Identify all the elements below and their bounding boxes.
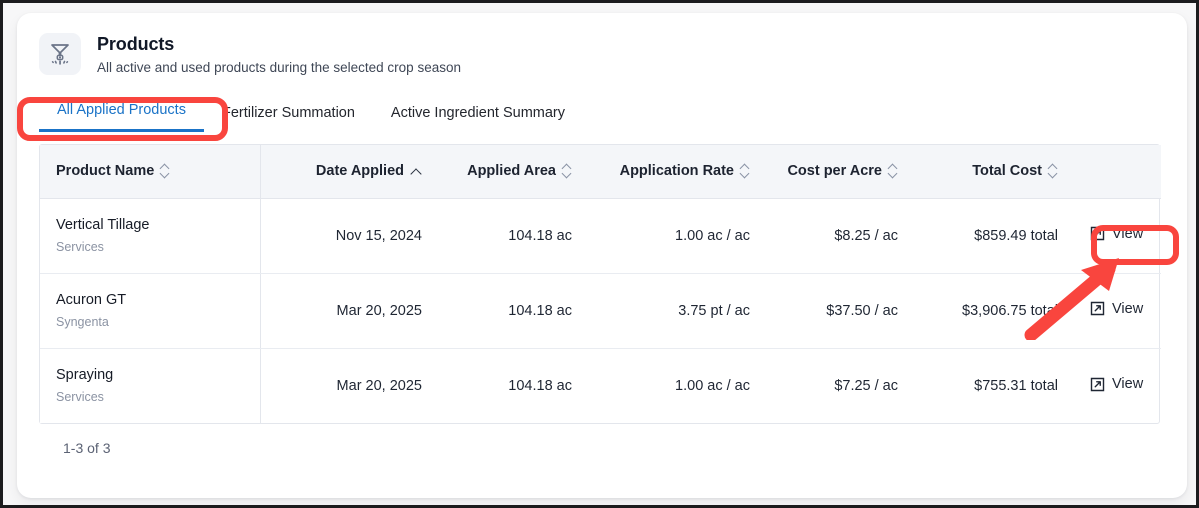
column-header-cost-per-acre-label: Cost per Acre (787, 163, 882, 180)
column-header-total-cost-label: Total Cost (972, 163, 1042, 180)
cell-action: View (1074, 198, 1161, 274)
view-button[interactable]: View (1090, 376, 1143, 392)
cell-date-applied: Nov 15, 2024 (260, 198, 438, 274)
sort-both-icon[interactable] (563, 164, 572, 178)
view-button[interactable]: View (1090, 226, 1143, 242)
cell-date-applied: Mar 20, 2025 (260, 273, 438, 349)
column-header-date-applied-label: Date Applied (315, 163, 404, 180)
sort-both-icon[interactable] (889, 164, 898, 178)
table-row[interactable]: Acuron GT Syngenta Mar 20, 2025 104.18 a… (40, 273, 1161, 349)
card-header: Products All active and used products du… (17, 13, 1187, 78)
cell-applied-area: 104.18 ac (508, 377, 572, 394)
sort-both-icon[interactable] (741, 164, 750, 178)
table-row[interactable]: Spraying Services Mar 20, 2025 104.18 ac… (40, 348, 1161, 423)
sprayer-nozzle-icon (39, 33, 81, 75)
cell-total-cost: $859.49 total (914, 198, 1074, 274)
product-manufacturer-label: Services (56, 390, 104, 405)
cell-cost-per-acre: $37.50 / ac (766, 273, 914, 349)
cell-date-applied: Mar 20, 2025 (336, 377, 422, 394)
tab-bar: All Applied Products Fertilizer Summatio… (17, 96, 1187, 132)
cell-product-name: Acuron GT Syngenta (40, 273, 261, 349)
view-button-label: View (1112, 225, 1144, 242)
cell-applied-area: 104.18 ac (438, 198, 588, 274)
table-header: Product Name Date Applied (40, 145, 1161, 199)
products-table: Product Name Date Applied (40, 145, 1161, 423)
sort-both-icon[interactable] (1049, 164, 1058, 178)
cell-application-rate: 1.00 ac / ac (675, 377, 750, 394)
external-link-icon (1090, 302, 1105, 316)
product-name-label: Spraying (56, 367, 114, 384)
tab-active-ingredient-summary[interactable]: Active Ingredient Summary (390, 105, 565, 121)
external-link-icon (1090, 377, 1105, 391)
column-header-applied-area-label: Applied Area (467, 163, 556, 180)
external-link-icon (1090, 227, 1105, 241)
cell-total-cost: $755.31 total (974, 377, 1058, 394)
product-manufacturer-label: Services (56, 240, 104, 254)
column-header-actions (1074, 145, 1161, 199)
header-text-block: Products All active and used products du… (97, 31, 461, 78)
table-header-row: Product Name Date Applied (40, 145, 1161, 199)
table-body: Vertical Tillage Services Nov 15, 2024 1… (40, 198, 1161, 423)
column-header-applied-area[interactable]: Applied Area (438, 145, 588, 199)
product-manufacturer-label: Syngenta (56, 315, 109, 329)
column-header-total-cost[interactable]: Total Cost (914, 145, 1074, 199)
cell-product-name: Spraying Services (40, 348, 261, 423)
cell-action: View (1074, 348, 1161, 423)
tab-all-applied-products[interactable]: All Applied Products (39, 96, 204, 132)
tab-fertilizer-summation[interactable]: Fertilizer Summation (221, 105, 355, 121)
page-title: Products (97, 34, 175, 54)
view-button[interactable]: View (1090, 301, 1143, 317)
column-header-product-name-label: Product Name (56, 163, 155, 180)
cell-total-cost: $3,906.75 total (914, 273, 1074, 349)
cell-cost-per-acre: $7.25 / ac (834, 377, 898, 394)
view-button-label: View (1112, 376, 1144, 392)
column-header-product-name[interactable]: Product Name (40, 145, 261, 199)
column-header-application-rate[interactable]: Application Rate (588, 145, 766, 199)
cell-cost-per-acre: $8.25 / ac (766, 198, 914, 274)
column-header-cost-per-acre[interactable]: Cost per Acre (766, 145, 914, 199)
column-header-application-rate-label: Application Rate (619, 163, 734, 180)
table-row[interactable]: Vertical Tillage Services Nov 15, 2024 1… (40, 198, 1161, 274)
sort-both-icon[interactable] (161, 164, 170, 178)
page-subtitle: All active and used products during the … (97, 60, 461, 75)
pagination-status: 1-3 of 3 (63, 440, 111, 456)
product-name-label: Vertical Tillage (56, 217, 150, 233)
cell-applied-area: 104.18 ac (438, 273, 588, 349)
cell-application-rate: 1.00 ac / ac (588, 198, 766, 274)
cell-product-name: Vertical Tillage Services (40, 198, 261, 274)
view-button-label: View (1112, 300, 1144, 317)
products-table-container: Product Name Date Applied (39, 144, 1161, 424)
products-card: Products All active and used products du… (17, 13, 1187, 498)
cell-application-rate: 3.75 pt / ac (588, 273, 766, 349)
cell-action: View (1074, 273, 1161, 349)
column-header-date-applied[interactable]: Date Applied (260, 145, 438, 199)
product-name-label: Acuron GT (56, 292, 127, 308)
sort-ascending-icon[interactable] (411, 166, 422, 177)
